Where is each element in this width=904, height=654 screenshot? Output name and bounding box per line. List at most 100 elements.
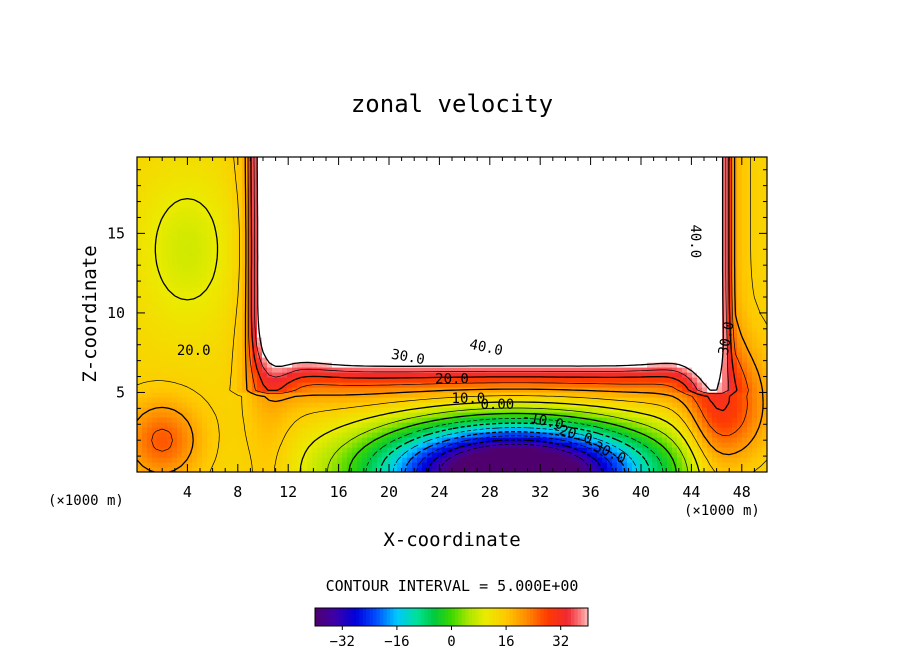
field-cell xyxy=(332,207,338,213)
field-cell xyxy=(422,422,428,428)
field-cell xyxy=(517,352,523,358)
field-cell xyxy=(357,387,363,393)
field-cell xyxy=(497,447,503,453)
field-cell xyxy=(437,392,443,398)
field-cell xyxy=(167,297,173,303)
field-cell xyxy=(202,352,208,358)
field-cell xyxy=(152,377,158,383)
field-cell xyxy=(222,237,228,243)
field-cell xyxy=(272,317,278,323)
field-cell xyxy=(437,267,443,273)
field-cell xyxy=(337,452,343,458)
field-cell xyxy=(487,432,493,438)
field-cell xyxy=(527,222,533,228)
field-cell xyxy=(187,347,193,353)
field-cell xyxy=(172,447,178,453)
field-cell xyxy=(202,242,208,248)
field-cell xyxy=(402,262,408,268)
field-cell xyxy=(167,317,173,323)
field-cell xyxy=(512,317,518,323)
field-cell xyxy=(532,427,538,433)
field-cell xyxy=(467,462,473,468)
field-cell xyxy=(272,197,278,203)
field-cell xyxy=(392,332,398,338)
field-cell xyxy=(517,407,523,413)
field-cell xyxy=(497,237,503,243)
field-cell xyxy=(277,362,283,368)
field-cell xyxy=(272,442,278,448)
field-cell xyxy=(257,282,263,288)
field-cell xyxy=(527,407,533,413)
field-cell xyxy=(247,457,253,463)
field-cell xyxy=(217,212,223,218)
field-cell xyxy=(282,202,288,208)
field-cell xyxy=(512,312,518,318)
field-cell xyxy=(507,157,513,163)
field-cell xyxy=(527,387,533,393)
field-cell xyxy=(482,422,488,428)
field-cell xyxy=(407,387,413,393)
field-cell xyxy=(272,392,278,398)
field-cell xyxy=(252,172,258,178)
field-cell xyxy=(272,252,278,258)
field-cell xyxy=(307,287,313,293)
field-cell xyxy=(422,427,428,433)
field-cell xyxy=(317,337,323,343)
field-cell xyxy=(397,437,403,443)
field-cell xyxy=(427,172,433,178)
field-cell xyxy=(517,382,523,388)
field-cell xyxy=(437,442,443,448)
field-cell xyxy=(332,182,338,188)
field-cell xyxy=(502,232,508,238)
field-cell xyxy=(467,332,473,338)
field-cell xyxy=(407,252,413,258)
field-cell xyxy=(327,437,333,443)
field-cell xyxy=(492,437,498,443)
field-cell xyxy=(247,342,253,348)
field-cell xyxy=(307,347,313,353)
field-cell xyxy=(367,457,373,463)
field-cell xyxy=(422,437,428,443)
field-cell xyxy=(322,402,328,408)
field-cell xyxy=(202,257,208,263)
field-cell xyxy=(347,372,353,378)
field-cell xyxy=(442,192,448,198)
field-cell xyxy=(267,227,273,233)
field-cell xyxy=(327,242,333,248)
field-cell xyxy=(207,402,213,408)
field-cell xyxy=(262,257,268,263)
field-cell xyxy=(157,432,163,438)
field-cell xyxy=(407,262,413,268)
field-cell xyxy=(437,247,443,253)
field-cell xyxy=(462,367,468,373)
field-cell xyxy=(137,377,143,383)
field-cell xyxy=(467,362,473,368)
field-cell xyxy=(432,387,438,393)
field-cell xyxy=(237,367,243,373)
field-cell xyxy=(137,257,143,263)
field-cell xyxy=(277,322,283,328)
field-cell xyxy=(442,417,448,423)
field-cell xyxy=(407,282,413,288)
field-cell xyxy=(312,442,318,448)
field-cell xyxy=(527,187,533,193)
field-cell xyxy=(387,412,393,418)
field-cell xyxy=(322,247,328,253)
field-cell xyxy=(432,197,438,203)
field-cell xyxy=(202,317,208,323)
field-cell xyxy=(242,322,248,328)
field-cell xyxy=(172,422,178,428)
field-cell xyxy=(327,417,333,423)
field-cell xyxy=(337,172,343,178)
field-cell xyxy=(197,347,203,353)
field-cell xyxy=(267,452,273,458)
field-cell xyxy=(357,377,363,383)
field-cell xyxy=(177,437,183,443)
field-cell xyxy=(282,242,288,248)
field-cell xyxy=(417,202,423,208)
field-cell xyxy=(402,317,408,323)
field-cell xyxy=(232,247,238,253)
field-cell xyxy=(457,157,463,163)
field-cell xyxy=(152,417,158,423)
field-cell xyxy=(292,332,298,338)
